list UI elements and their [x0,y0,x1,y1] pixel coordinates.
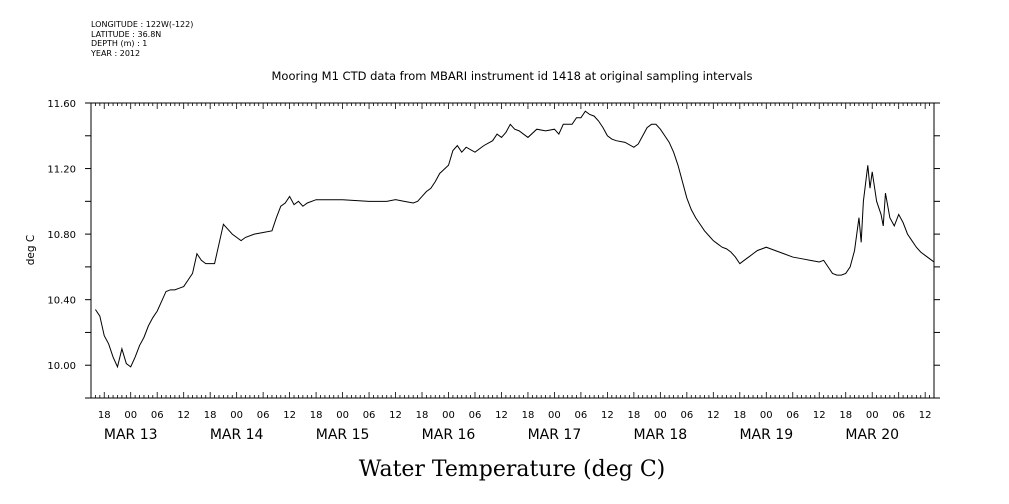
station-metadata: LONGITUDE : 122W(-122) LATITUDE : 36.8N … [91,20,193,58]
latitude-label: LATITUDE : 36.8N [91,29,162,39]
x-tick-label: 12 [813,410,826,421]
y-tick-label: 10.00 [47,361,76,372]
x-tick-label: 12 [283,410,296,421]
date-label: MAR 17 [528,427,582,443]
x-tick-label: 12 [601,410,614,421]
chart-title: Mooring M1 CTD data from MBARI instrumen… [272,69,753,83]
plot-frame [90,102,935,399]
x-tick-label: 18 [310,410,323,421]
x-tick-label: 06 [257,410,270,421]
x-tick-label: 12 [707,410,720,421]
axis-ticks [85,102,940,399]
x-tick-labels: 18 00 06 12 18 00 06 12 18 00 06 12 18 00 06 12 18 00 06 12… [98,410,932,421]
date-label: MAR 19 [739,427,793,443]
date-label: MAR 14 [210,427,264,443]
x-tick-label: 00 [654,410,667,421]
x-tick-label: 06 [680,410,693,421]
x-tick-label: 06 [575,410,588,421]
x-tick-label: 18 [98,410,111,421]
y-tick-labels: 10.00 10.40 10.80 11.20 11.60 [47,99,76,372]
x-tick-label: 06 [892,410,905,421]
x-tick-label: 18 [204,410,217,421]
longitude-label: LONGITUDE : 122W(-122) [91,20,194,29]
y-tick-label: 11.60 [47,99,76,110]
date-label: MAR 20 [845,427,899,443]
y-tick-label: 11.20 [47,165,76,176]
x-tick-label: 18 [733,410,746,421]
x-axis-label: Water Temperature (deg C) [359,457,666,482]
temperature-series-line [94,110,935,369]
depth-label: DEPTH (m) : 1 [91,39,148,48]
y-tick-label: 10.40 [47,296,76,307]
date-label: MAR 15 [316,427,370,443]
x-tick-label: 00 [336,410,349,421]
date-label: MAR 18 [634,427,688,443]
date-label: MAR 16 [422,427,476,443]
x-tick-label: 18 [416,410,429,421]
date-label: MAR 13 [104,427,158,443]
x-tick-label: 12 [389,410,402,421]
x-tick-label: 00 [230,410,243,421]
y-tick-label: 10.80 [47,230,76,241]
x-tick-label: 00 [442,410,455,421]
x-tick-label: 06 [469,410,482,421]
x-tick-label: 00 [760,410,773,421]
x-tick-label: 12 [177,410,190,421]
x-tick-label: 00 [866,410,879,421]
x-tick-label: 00 [548,410,561,421]
x-tick-label: 18 [628,410,641,421]
year-label: YEAR : 2012 [91,48,141,58]
x-tick-label: 06 [786,410,799,421]
y-axis-label: deg C [25,235,37,265]
x-tick-label: 06 [363,410,376,421]
x-tick-label: 12 [495,410,508,421]
x-tick-label: 18 [522,410,535,421]
x-tick-label: 18 [839,410,852,421]
date-labels: MAR 13 MAR 14 MAR 15 MAR 16 MAR 17 MAR 18 MAR … [104,427,899,443]
x-tick-label: 06 [151,410,164,421]
x-tick-label: 00 [124,410,137,421]
x-tick-label: 12 [919,410,932,421]
